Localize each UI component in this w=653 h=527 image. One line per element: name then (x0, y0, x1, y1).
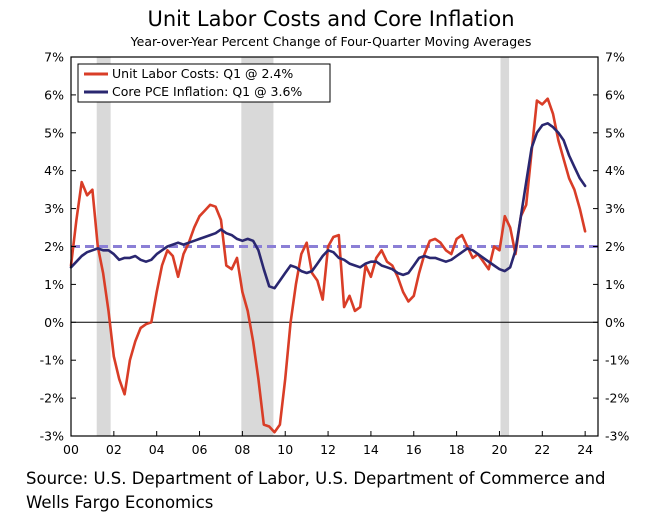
y-tick-label-left: -1% (40, 353, 64, 368)
recession-band-2 (500, 57, 510, 436)
x-tick-label: 20 (492, 442, 508, 457)
x-tick-label: 18 (449, 442, 465, 457)
y-tick-label-right: 7% (605, 50, 625, 65)
y-tick-label-left: 6% (44, 87, 64, 102)
y-tick-label-left: 4% (44, 163, 64, 178)
series-unit-labor-costs (69, 97, 587, 434)
y-tick-label-left: 0% (44, 315, 64, 330)
y-tick-label-left: -2% (40, 391, 64, 406)
x-tick-label: 12 (320, 442, 336, 457)
y-tick-label-right: 0% (605, 315, 625, 330)
y-tick-label-right: 5% (605, 125, 625, 140)
y-tick-label-right: -2% (605, 391, 629, 406)
source-note: Source: U.S. Department of Labor, U.S. D… (26, 467, 641, 515)
y-tick-label-left: -3% (40, 429, 64, 444)
x-tick-label: 14 (363, 442, 379, 457)
x-tick-label: 16 (406, 442, 422, 457)
series-core-pce (69, 122, 587, 290)
source-line-2: Wells Fargo Economics (26, 493, 214, 512)
axis-ticks: 7% 7% 6% 6% 5% 5% 4% 4% 3% 3% 2% 2% 1% 1% 0% 0% -1% -1% -2… (40, 50, 630, 458)
y-tick-label-right: 2% (605, 239, 625, 254)
source-line-1: Source: U.S. Department of Labor, U.S. D… (26, 469, 606, 488)
x-tick-label: 04 (149, 442, 165, 457)
y-tick-label-right: 3% (605, 201, 625, 216)
x-tick-label: 00 (63, 442, 79, 457)
y-tick-label-left: 5% (44, 125, 64, 140)
legend-box (77, 63, 331, 103)
y-tick-label-right: -3% (605, 429, 629, 444)
chart-title: Unit Labor Costs and Core Inflation (147, 7, 514, 31)
y-tick-label-left: 2% (44, 239, 64, 254)
x-tick-label: 08 (234, 442, 250, 457)
x-tick-label: 06 (192, 442, 208, 457)
y-tick-label-right: 6% (605, 87, 625, 102)
series-lines (69, 97, 587, 434)
y-tick-label-right: 1% (605, 277, 625, 292)
legend-label-unit-labor-costs: Unit Labor Costs: Q1 @ 2.4% (112, 66, 293, 81)
x-tick-label: 22 (534, 442, 550, 457)
y-tick-label-left: 7% (44, 50, 64, 65)
y-tick-label-left: 1% (44, 277, 64, 292)
x-tick-label: 10 (277, 442, 293, 457)
chart-subtitle: Year-over-Year Percent Change of Four-Qu… (130, 34, 532, 49)
y-tick-label-left: 3% (44, 201, 64, 216)
y-tick-label-right: 4% (605, 163, 625, 178)
x-tick-label: 02 (106, 442, 122, 457)
legend-label-core-pce: Core PCE Inflation: Q1 @ 3.6% (112, 84, 302, 99)
legend: Unit Labor Costs: Q1 @ 2.4% Core PCE Inf… (77, 63, 331, 103)
x-tick-label: 24 (577, 442, 593, 457)
plot-frame (70, 56, 599, 437)
y-tick-label-right: -1% (605, 353, 629, 368)
